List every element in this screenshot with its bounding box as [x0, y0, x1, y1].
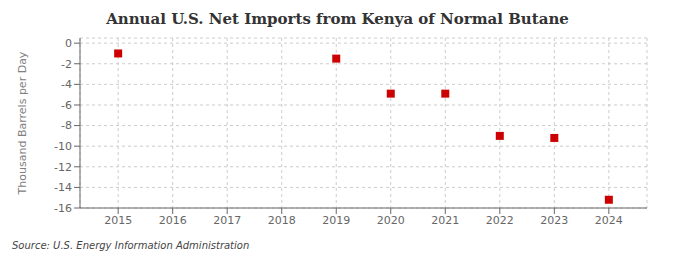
svg-text:-14: -14	[54, 181, 72, 194]
svg-text:0: 0	[65, 37, 72, 50]
svg-text:-8: -8	[61, 119, 72, 132]
svg-text:2024: 2024	[595, 214, 623, 227]
svg-text:-4: -4	[61, 78, 72, 91]
svg-text:2021: 2021	[431, 214, 459, 227]
svg-text:2015: 2015	[104, 214, 132, 227]
svg-text:2016: 2016	[159, 214, 187, 227]
svg-text:-6: -6	[61, 99, 72, 112]
svg-text:2017: 2017	[213, 214, 241, 227]
svg-text:2023: 2023	[540, 214, 568, 227]
html-text:Source: U.S. Energy Informatio: Source: U.S. Energy Information Administ…	[12, 240, 250, 251]
svg-text:2019: 2019	[322, 214, 350, 227]
html-text:Annual U.S. Net Imports from K: Annual U.S. Net Imports from Kenya of No…	[106, 10, 569, 28]
svg-text:2022: 2022	[486, 214, 514, 227]
svg-text:-10: -10	[54, 140, 72, 153]
svg-text:-12: -12	[54, 161, 72, 174]
svg-text:-2: -2	[61, 58, 72, 71]
svg-text:-16: -16	[54, 202, 72, 215]
svg-text:2020: 2020	[377, 214, 405, 227]
svg-text:Thousand Barrels per Day: Thousand Barrels per Day	[16, 51, 29, 195]
svg-text:2018: 2018	[268, 214, 296, 227]
